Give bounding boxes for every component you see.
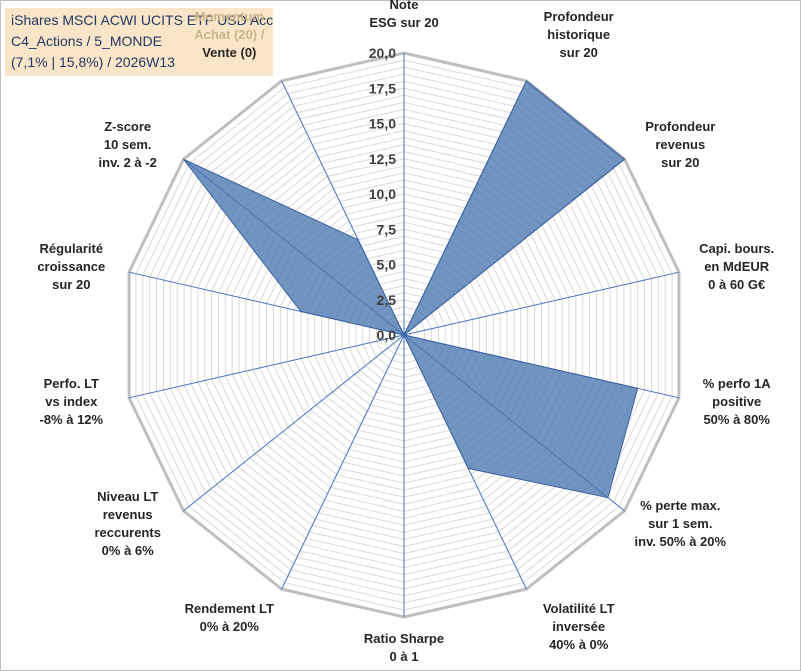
radar-spoke <box>281 334 405 590</box>
fund-category: C4_Actions / 5_MONDE <box>11 33 162 49</box>
chart-title-box: iShares MSCI ACWI UCITS ETF USD Acc C4_A… <box>5 8 273 76</box>
category-label: Momentum Achat (20) / Vente (0) <box>194 9 264 60</box>
category-label: Note ESG sur 20 <box>369 0 438 30</box>
category-label: Profondeur historique sur 20 <box>544 9 614 60</box>
category-label: % perte max. sur 1 sem. inv. 50% à 20% <box>635 498 727 549</box>
category-label: Volatilité LT inversée 40% à 0% <box>543 601 615 652</box>
category-label: Ratio Sharpe 0 à 1 <box>364 631 444 664</box>
radial-tick-label: 15,0 <box>369 116 396 132</box>
radar-spoke <box>128 334 405 399</box>
radial-tick-label: 20,0 <box>369 45 396 61</box>
radial-tick-label: 5,0 <box>377 257 397 273</box>
radial-tick-label: 10,0 <box>369 186 396 202</box>
category-labels: Note ESG sur 20 Profondeur historique sur 20… <box>37 0 774 664</box>
category-label: % perfo 1A positive 50% à 80% <box>703 376 772 427</box>
radial-tick-label: 17,5 <box>369 80 396 96</box>
radial-tick-label: 2,5 <box>377 292 397 308</box>
radar-spoke <box>183 334 405 512</box>
fund-name: iShares MSCI ACWI UCITS ETF USD Acc <box>11 12 274 28</box>
category-label: Z-score 10 sem. inv. 2 à -2 <box>99 119 157 170</box>
category-label: Niveau LT revenus reccurents 0% à 6% <box>94 489 160 558</box>
radial-tick-label: 0,0 <box>377 327 397 343</box>
radial-tick-label: 12,5 <box>369 151 396 167</box>
category-label: Capi. bours. en MdEUR 0 à 60 G€ <box>699 241 774 292</box>
category-label: Profondeur revenus sur 20 <box>645 119 715 170</box>
radial-tick-label: 7,5 <box>377 221 397 237</box>
radar-spoke <box>403 271 680 336</box>
radar-grid <box>127 51 681 619</box>
radar-series-area <box>183 80 639 499</box>
category-label: Régularité croissance sur 20 <box>37 241 105 292</box>
category-label: Perfo. LT vs index -8% à 12% <box>40 376 104 427</box>
radial-tick-labels: 0,0 2,5 5,0 7,5 10,0 12,5 15,0 17,5 20,0 <box>369 45 396 343</box>
category-label: Rendement LT 0% à 20% <box>185 601 274 634</box>
fund-period: (7,1% | 15,8%) / 2026W13 <box>11 54 175 70</box>
radar-series <box>183 80 639 499</box>
